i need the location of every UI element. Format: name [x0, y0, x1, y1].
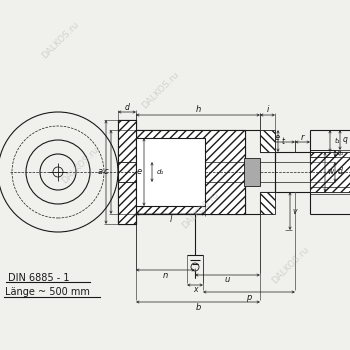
Text: v: v — [293, 206, 297, 216]
Text: d: d — [337, 168, 342, 176]
Bar — [136, 138, 205, 206]
Bar — [244, 158, 260, 186]
Text: i: i — [266, 105, 269, 114]
Text: DALKOS.ru: DALKOS.ru — [180, 190, 220, 230]
Text: a: a — [97, 168, 103, 176]
Text: Länge ~ 500 mm: Länge ~ 500 mm — [5, 287, 90, 297]
Text: d₁: d₁ — [156, 169, 164, 175]
Bar — [118, 120, 136, 224]
Text: p: p — [246, 293, 252, 301]
Text: e: e — [136, 168, 141, 176]
Text: x: x — [193, 286, 197, 294]
Bar — [310, 152, 350, 192]
Bar — [260, 192, 275, 214]
Text: t: t — [281, 136, 285, 146]
Bar — [136, 130, 245, 214]
Text: w: w — [327, 168, 333, 176]
Text: DIN 6885 - 1: DIN 6885 - 1 — [8, 273, 70, 283]
Text: q: q — [343, 135, 348, 145]
Text: u: u — [225, 275, 230, 285]
Text: b: b — [195, 302, 201, 312]
Text: q₁: q₁ — [336, 150, 344, 156]
Text: DALKOS.ru: DALKOS.ru — [140, 70, 180, 110]
Text: t₁: t₁ — [334, 138, 340, 144]
Text: h: h — [195, 105, 201, 114]
Text: DALKOS.ru: DALKOS.ru — [60, 145, 100, 185]
Text: DALKOS.ru: DALKOS.ru — [40, 20, 80, 60]
Text: n: n — [163, 271, 168, 280]
Bar — [260, 130, 275, 152]
Text: DALKOS.ru: DALKOS.ru — [270, 245, 310, 285]
Text: r: r — [301, 133, 304, 141]
Text: d: d — [125, 103, 130, 112]
Text: c: c — [104, 168, 108, 176]
Text: l: l — [169, 215, 172, 224]
Text: e: e — [275, 133, 280, 141]
